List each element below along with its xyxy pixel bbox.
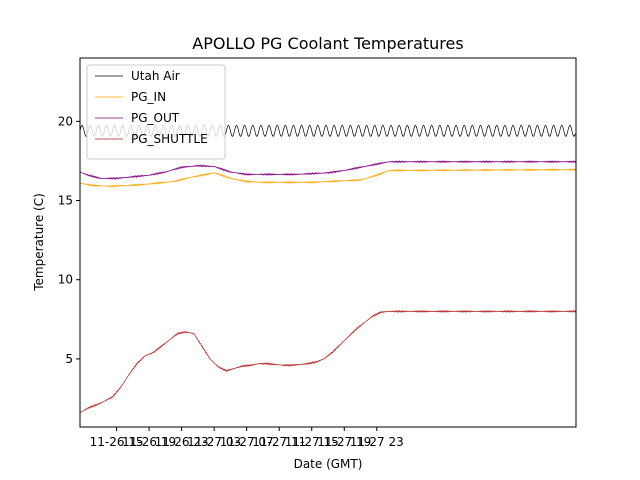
x-tick-label: 11-26 15 [90,435,144,449]
x-tick-label: 11-27 07 [220,435,274,449]
chart-title: APOLLO PG Coolant Temperatures [192,34,463,53]
y-axis-label: Temperature (C) [32,193,46,292]
legend-label: Utah Air [131,69,180,83]
y-tick-label: 10 [58,273,73,287]
series-line-pg-out [80,160,576,181]
x-tick-label: 11-27 03 [187,435,241,449]
x-tick-label: 11-26 19 [122,435,176,449]
x-tick-label: 11-27 23 [350,435,404,449]
legend-box [86,64,226,160]
x-tick-label: 11-26 23 [155,435,209,449]
axes-frame [79,57,577,428]
x-tick-label: 11-27 19 [317,435,371,449]
legend-label: PG_SHUTTLE [131,132,208,146]
y-tick-label: 5 [65,352,73,366]
series-line-pg-shuttle [80,309,576,414]
legend-label: PG_IN [131,90,166,104]
legend: Utah Air PG_IN PG_OUT PG_SHUTTLE [86,64,226,160]
legend-label: PG_OUT [131,111,180,125]
y-tick-label: 15 [58,194,73,208]
x-tick-label: 11-27 15 [285,435,339,449]
series-line-pg-in [80,168,576,188]
x-tick-label: 11-27 11 [252,435,306,449]
y-tick-label: 20 [58,114,73,128]
x-axis-label: Date (GMT) [294,457,363,471]
